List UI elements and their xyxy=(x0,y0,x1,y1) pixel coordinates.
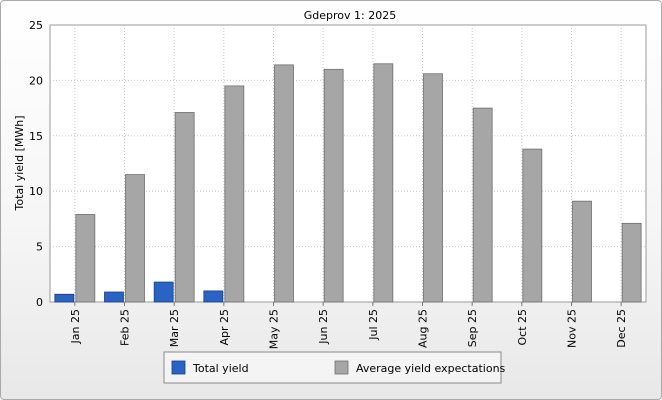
bar-average-yield xyxy=(522,148,543,303)
y-tick-label: 5 xyxy=(36,241,43,254)
bar-average-yield xyxy=(174,112,195,303)
gridlines xyxy=(50,25,646,302)
plot-area xyxy=(49,24,647,303)
bar-total-yield xyxy=(104,291,124,303)
legend-swatch-average-yield xyxy=(334,360,349,375)
bar-total-yield xyxy=(54,293,75,303)
bar-average-yield xyxy=(572,200,592,303)
legend-label-total-yield: Total yield xyxy=(192,362,249,375)
y-tick-label: 0 xyxy=(36,296,43,309)
legend-label-average-yield: Average yield expectations xyxy=(356,362,506,375)
x-tick-label: Nov 25 xyxy=(566,309,579,348)
bar-average-yield xyxy=(274,64,294,303)
bar-average-yield xyxy=(472,107,493,303)
bars xyxy=(54,63,642,303)
x-tick-label: Sep 25 xyxy=(466,309,479,347)
x-tick-label: Jun 25 xyxy=(317,309,330,345)
y-tick-label: 20 xyxy=(29,74,43,87)
y-tick-label: 10 xyxy=(29,185,43,198)
x-tick-label: May 25 xyxy=(268,309,281,349)
x-tick-label: Aug 25 xyxy=(417,309,430,348)
bar-average-yield xyxy=(423,73,443,303)
bar-average-yield xyxy=(224,85,245,303)
y-tick-label: 15 xyxy=(29,130,43,143)
bar-average-yield xyxy=(75,214,96,303)
y-axis-label: Total yield [MWh] xyxy=(13,116,26,212)
bar-average-yield xyxy=(621,222,642,303)
legend: Total yield Average yield expectations xyxy=(163,351,506,384)
bar-average-yield xyxy=(125,174,145,303)
bar-average-yield xyxy=(323,68,344,303)
x-tick-label: Jul 25 xyxy=(367,309,380,341)
bar-average-yield xyxy=(373,63,394,303)
x-tick-label: Jan 25 xyxy=(69,309,82,344)
legend-box xyxy=(163,351,502,384)
x-tick-label: Mar 25 xyxy=(168,309,181,347)
bar-total-yield xyxy=(153,281,174,303)
x-tick-label: Dec 25 xyxy=(615,309,628,348)
legend-swatch-total-yield xyxy=(171,360,186,375)
chart-title: Gdeprov 1: 2025 xyxy=(304,9,396,22)
x-tick-label: Apr 25 xyxy=(218,309,231,346)
x-axis-ticks: Jan 25 Feb 25 Mar 25 Apr 25 May 25 Jun 25 Jul … xyxy=(69,302,628,349)
y-tick-label: 25 xyxy=(29,19,43,32)
y-axis-ticks: 0 5 10 15 20 25 xyxy=(29,19,43,309)
x-tick-label: Feb 25 xyxy=(119,309,132,346)
x-tick-label: Oct 25 xyxy=(516,309,529,346)
bar-total-yield xyxy=(203,290,224,303)
